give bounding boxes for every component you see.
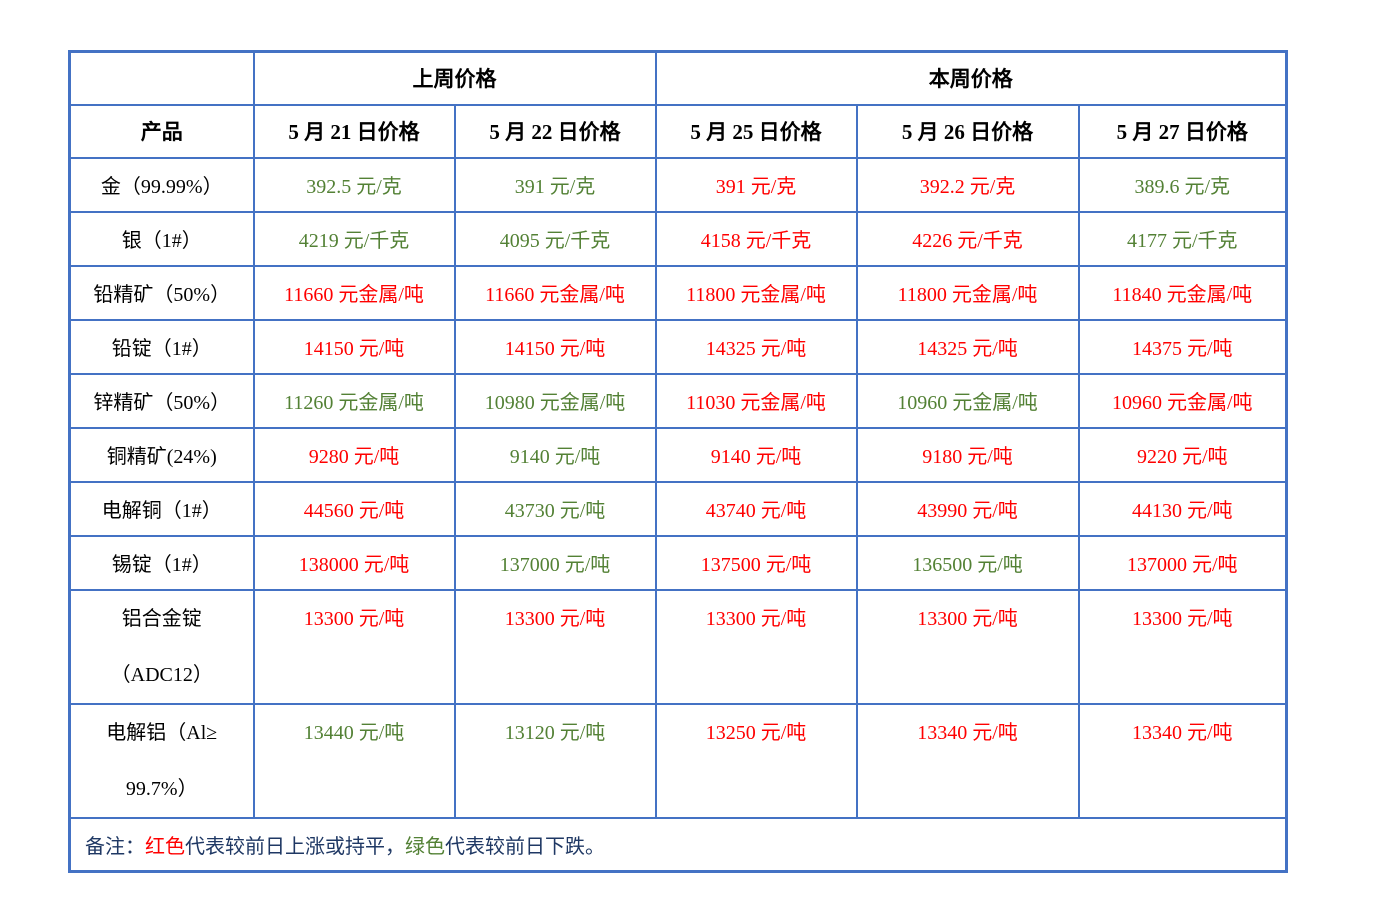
note-segment: 代表较前日下跌。 bbox=[445, 835, 605, 858]
product-cell: 金（99.99%） bbox=[68, 156, 255, 213]
price-cell: 137500 元/吨 bbox=[654, 534, 858, 591]
last-week-group-header: 上周价格 bbox=[252, 50, 657, 106]
column-header-row: 产品 5 月 21 日价格 5 月 22 日价格 5 月 25 日价格 5 月 … bbox=[68, 103, 1288, 159]
table-row: 电解铝（Al≥ 99.7%） 13440 元/吨 13120 元/吨 13250 元/… bbox=[68, 702, 1288, 819]
price-cell: 4095 元/千克 bbox=[453, 210, 657, 267]
price-cell: 391 元/克 bbox=[453, 156, 657, 213]
table-row: 铅锭（1#） 14150 元/吨 14150 元/吨 14325 元/吨 14325 元… bbox=[68, 318, 1288, 375]
table-row: 铜精矿(24%) 9280 元/吨 9140 元/吨 9140 元/吨 9180 元/吨… bbox=[68, 426, 1288, 483]
column-header-may25: 5 月 25 日价格 bbox=[654, 103, 858, 159]
note-segment: 红色 bbox=[145, 835, 185, 858]
table-row: 铝合金锭 （ADC12） 13300 元/吨 13300 元/吨 13300 元/吨 1… bbox=[68, 588, 1288, 705]
price-cell: 43740 元/吨 bbox=[654, 480, 858, 537]
price-cell: 389.6 元/克 bbox=[1077, 156, 1288, 213]
price-cell: 137000 元/吨 bbox=[453, 534, 657, 591]
price-cell: 13440 元/吨 bbox=[252, 702, 456, 819]
price-cell: 136500 元/吨 bbox=[855, 534, 1080, 591]
price-cell: 4177 元/千克 bbox=[1077, 210, 1288, 267]
table-row: 银（1#） 4219 元/千克 4095 元/千克 4158 元/千克 4226 元/千… bbox=[68, 210, 1288, 267]
price-cell: 13340 元/吨 bbox=[855, 702, 1080, 819]
this-week-group-header: 本周价格 bbox=[654, 50, 1288, 106]
price-cell: 9140 元/吨 bbox=[654, 426, 858, 483]
table-row: 锌精矿（50%） 11260 元金属/吨 10980 元金属/吨 11030 元金属/… bbox=[68, 372, 1288, 429]
price-cell: 138000 元/吨 bbox=[252, 534, 456, 591]
price-cell: 13300 元/吨 bbox=[252, 588, 456, 705]
note-segment: 代表较前日上涨或持平， bbox=[185, 835, 405, 858]
table-body: 金（99.99%） 392.5 元/克 391 元/克 391 元/克 392.2 元/… bbox=[68, 156, 1288, 819]
metal-price-table: 上周价格 本周价格 产品 5 月 21 日价格 5 月 22 日价格 5 月 2… bbox=[68, 50, 1288, 873]
price-cell: 11800 元金属/吨 bbox=[654, 264, 858, 321]
table-row: 铅精矿（50%） 11660 元金属/吨 11660 元金属/吨 11800 元金属/… bbox=[68, 264, 1288, 321]
price-cell: 13120 元/吨 bbox=[453, 702, 657, 819]
price-cell: 9280 元/吨 bbox=[252, 426, 456, 483]
column-header-may21: 5 月 21 日价格 bbox=[252, 103, 456, 159]
product-cell: 铅精矿（50%） bbox=[68, 264, 255, 321]
price-cell: 11840 元金属/吨 bbox=[1077, 264, 1288, 321]
note-segment: 绿色 bbox=[405, 835, 445, 858]
price-cell: 10980 元金属/吨 bbox=[453, 372, 657, 429]
price-cell: 43990 元/吨 bbox=[855, 480, 1080, 537]
price-cell: 11800 元金属/吨 bbox=[855, 264, 1080, 321]
price-cell: 4219 元/千克 bbox=[252, 210, 456, 267]
price-cell: 10960 元金属/吨 bbox=[1077, 372, 1288, 429]
product-cell: 电解铝（Al≥ 99.7%） bbox=[68, 702, 255, 819]
price-cell: 44130 元/吨 bbox=[1077, 480, 1288, 537]
price-cell: 14150 元/吨 bbox=[453, 318, 657, 375]
price-cell: 13300 元/吨 bbox=[654, 588, 858, 705]
price-cell: 11260 元金属/吨 bbox=[252, 372, 456, 429]
group-header-row: 上周价格 本周价格 bbox=[68, 50, 1288, 106]
column-header-may27: 5 月 27 日价格 bbox=[1077, 103, 1288, 159]
price-cell: 137000 元/吨 bbox=[1077, 534, 1288, 591]
price-cell: 44560 元/吨 bbox=[252, 480, 456, 537]
price-cell: 391 元/克 bbox=[654, 156, 858, 213]
price-cell: 43730 元/吨 bbox=[453, 480, 657, 537]
note-cell: 备注：红色代表较前日上涨或持平，绿色代表较前日下跌。 bbox=[68, 816, 1288, 873]
price-cell: 4158 元/千克 bbox=[654, 210, 858, 267]
price-cell: 9220 元/吨 bbox=[1077, 426, 1288, 483]
price-cell: 9140 元/吨 bbox=[453, 426, 657, 483]
price-cell: 14375 元/吨 bbox=[1077, 318, 1288, 375]
price-cell: 392.5 元/克 bbox=[252, 156, 456, 213]
product-cell: 电解铜（1#） bbox=[68, 480, 255, 537]
price-cell: 9180 元/吨 bbox=[855, 426, 1080, 483]
price-cell: 13250 元/吨 bbox=[654, 702, 858, 819]
table-row: 锡锭（1#） 138000 元/吨 137000 元/吨 137500 元/吨 1365… bbox=[68, 534, 1288, 591]
product-cell: 锡锭（1#） bbox=[68, 534, 255, 591]
note-segment: 备注： bbox=[85, 835, 145, 858]
product-cell: 银（1#） bbox=[68, 210, 255, 267]
product-cell: 锌精矿（50%） bbox=[68, 372, 255, 429]
price-cell: 10960 元金属/吨 bbox=[855, 372, 1080, 429]
price-cell: 13300 元/吨 bbox=[1077, 588, 1288, 705]
column-header-may26: 5 月 26 日价格 bbox=[855, 103, 1080, 159]
price-cell: 14325 元/吨 bbox=[654, 318, 858, 375]
column-header-may22: 5 月 22 日价格 bbox=[453, 103, 657, 159]
product-cell: 铜精矿(24%) bbox=[68, 426, 255, 483]
price-cell: 11660 元金属/吨 bbox=[453, 264, 657, 321]
price-cell: 4226 元/千克 bbox=[855, 210, 1080, 267]
price-cell: 14325 元/吨 bbox=[855, 318, 1080, 375]
price-cell: 13300 元/吨 bbox=[453, 588, 657, 705]
table-row: 电解铜（1#） 44560 元/吨 43730 元/吨 43740 元/吨 43990 … bbox=[68, 480, 1288, 537]
price-cell: 11030 元金属/吨 bbox=[654, 372, 858, 429]
note-row: 备注：红色代表较前日上涨或持平，绿色代表较前日下跌。 bbox=[68, 816, 1288, 873]
price-cell: 13340 元/吨 bbox=[1077, 702, 1288, 819]
product-cell: 铅锭（1#） bbox=[68, 318, 255, 375]
column-header-product: 产品 bbox=[68, 103, 255, 159]
product-cell: 铝合金锭 （ADC12） bbox=[68, 588, 255, 705]
price-cell: 13300 元/吨 bbox=[855, 588, 1080, 705]
price-cell: 11660 元金属/吨 bbox=[252, 264, 456, 321]
price-cell: 392.2 元/克 bbox=[855, 156, 1080, 213]
corner-empty-cell bbox=[68, 50, 255, 106]
table-row: 金（99.99%） 392.5 元/克 391 元/克 391 元/克 392.2 元/… bbox=[68, 156, 1288, 213]
price-cell: 14150 元/吨 bbox=[252, 318, 456, 375]
